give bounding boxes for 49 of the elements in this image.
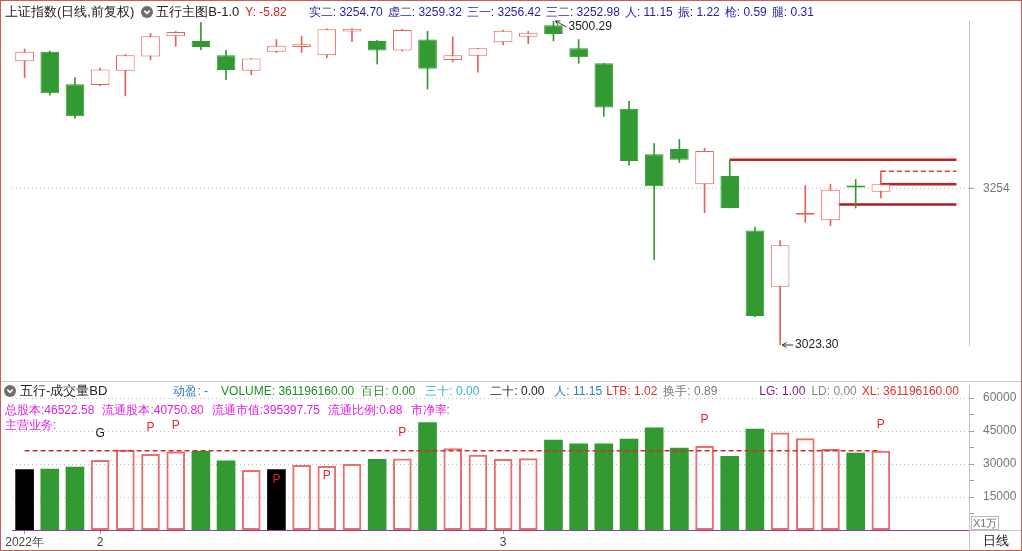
data-label: G xyxy=(95,426,105,441)
annotation: 动盈: - xyxy=(173,383,209,399)
text: 枪: 0.59 xyxy=(724,4,767,20)
annotation: 总股本:46522.58 xyxy=(5,402,95,418)
data-label: P xyxy=(398,424,407,439)
y-tick-label: 60000 xyxy=(983,390,1017,405)
y-tick-label: 30000 xyxy=(983,456,1017,471)
annotation: VOLUME: 361196160.00 xyxy=(221,383,355,399)
x-tick-label: 2 xyxy=(96,534,104,549)
data-label: P xyxy=(171,417,180,432)
chart-subtitle: 五行主图B-1.0 xyxy=(156,4,240,20)
ref-line-label: 3254 xyxy=(983,180,1011,195)
annotation: 流通比例:0.88 xyxy=(327,402,403,418)
annotation: 百日: 0.00 xyxy=(361,383,416,399)
data-label: P xyxy=(322,468,331,483)
data-label: P xyxy=(272,471,281,486)
text: 三二: 3252.98 xyxy=(545,4,620,20)
x-tick-label: 2022年 xyxy=(5,534,44,549)
text: Y: -5.82 xyxy=(245,4,287,20)
text: 腿: 0.31 xyxy=(771,4,814,20)
annotation: LG: 1.00 xyxy=(759,383,806,399)
y-tick-label: 15000 xyxy=(983,489,1017,504)
y-tick-label: 45000 xyxy=(983,423,1017,438)
annotation: 流通市值:395397.75 xyxy=(211,402,320,418)
annotation: 换手: 0.89 xyxy=(663,383,718,399)
y-axis-title: X1万 xyxy=(971,516,1000,530)
text: 日线 xyxy=(969,530,1021,550)
annotation: 市净率: xyxy=(410,402,450,418)
annotation: LD: 0.00 xyxy=(811,383,857,399)
annotation: 人: 11.15 xyxy=(554,383,603,399)
text: 实二: 3254.70 xyxy=(308,4,383,20)
text: 虚二: 3259.32 xyxy=(387,4,462,20)
annotation: 主营业务: xyxy=(5,417,57,433)
text: 人: 11.15 xyxy=(624,4,673,20)
data-label: P xyxy=(876,417,885,431)
annotation: 流通股本:40750.80 xyxy=(102,402,204,418)
annotation: 三十: 0.00 xyxy=(425,383,480,399)
annotation: 二十: 0.00 xyxy=(490,383,545,399)
annotation: XL: 361196160.00 xyxy=(861,383,959,399)
x-tick-label: 3 xyxy=(499,534,507,549)
annotation: 3500.29 xyxy=(568,19,613,34)
data-label: P xyxy=(700,412,709,427)
data-label: P xyxy=(146,420,155,435)
text: 振: 1.22 xyxy=(677,4,720,20)
text: 三一: 3256.42 xyxy=(466,4,541,20)
chart-title: 上证指数(日线,前复权) xyxy=(5,4,135,20)
annotation: 3023.30 xyxy=(795,337,839,352)
annotation: LTB: 1.02 xyxy=(606,383,658,399)
chart-title: 五行-成交量BD xyxy=(20,383,108,399)
